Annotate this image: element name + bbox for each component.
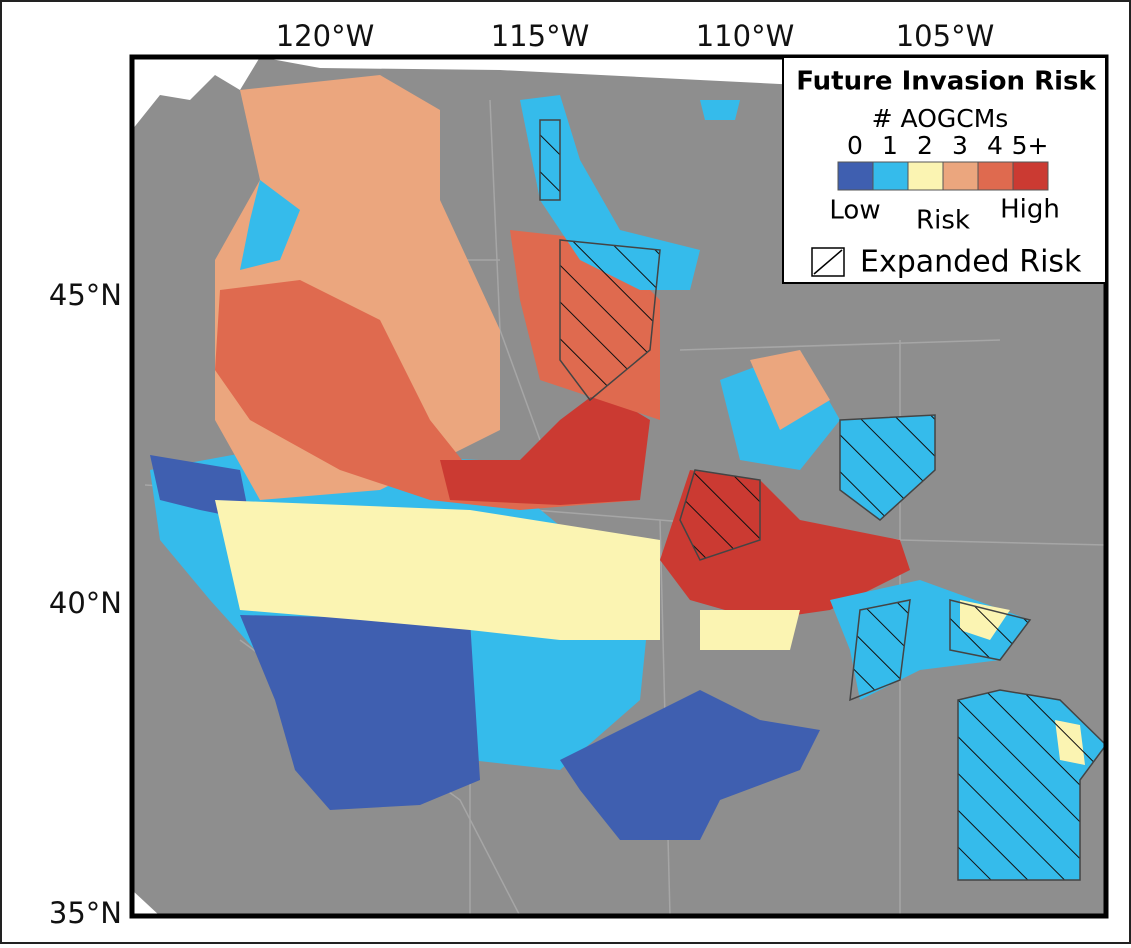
lat-label: 40°N (49, 586, 122, 620)
risk-region (560, 690, 820, 840)
lon-label: 115°W (491, 19, 590, 53)
level-swatch (1012, 161, 1049, 191)
risk-region (700, 610, 800, 650)
level-swatch (977, 161, 1014, 191)
map (132, 57, 1106, 916)
lat-label: 35°N (49, 896, 122, 930)
legend: Future Invasion Risk # AOGCMs Expanded R… (782, 56, 1107, 284)
expanded-risk (539, 119, 1106, 881)
scale-label: High (1000, 195, 1060, 225)
risk-region (750, 350, 830, 430)
level-label: 5+ (1012, 131, 1049, 160)
risk-region (520, 95, 700, 290)
level-label: 0 (847, 131, 863, 160)
level-label: 3 (952, 131, 968, 160)
level-label: 2 (917, 131, 933, 160)
lon-label: 120°W (276, 19, 375, 53)
ocean (132, 57, 260, 130)
map-frame (129, 54, 1109, 919)
lon-label: 110°W (696, 19, 795, 53)
legend-subtitle: # AOGCMs (872, 104, 1009, 133)
risk-region (700, 100, 740, 120)
risk-region (440, 390, 650, 505)
level-swatch (907, 161, 944, 191)
level-label: 1 (882, 131, 898, 160)
risk-region (240, 180, 300, 270)
level-swatch (837, 161, 874, 191)
legend-title: Future Invasion Risk (796, 67, 1096, 97)
hatch-label: Expanded Risk (860, 245, 1082, 280)
hatch-line (813, 249, 843, 275)
graticule-labels: 120°W 115°W 110°W 105°W 45°N 40°N 35°N (49, 19, 994, 930)
lon-label: 105°W (896, 19, 995, 53)
level-label: 4 (987, 131, 1003, 160)
scale-label: Risk (916, 206, 970, 236)
scale-label: Low (829, 196, 880, 226)
risk-region (215, 500, 660, 640)
level-swatch (942, 161, 979, 191)
lat-label: 45°N (49, 278, 122, 312)
risk-region (240, 615, 480, 810)
ocean (132, 890, 160, 916)
level-swatch (872, 161, 909, 191)
